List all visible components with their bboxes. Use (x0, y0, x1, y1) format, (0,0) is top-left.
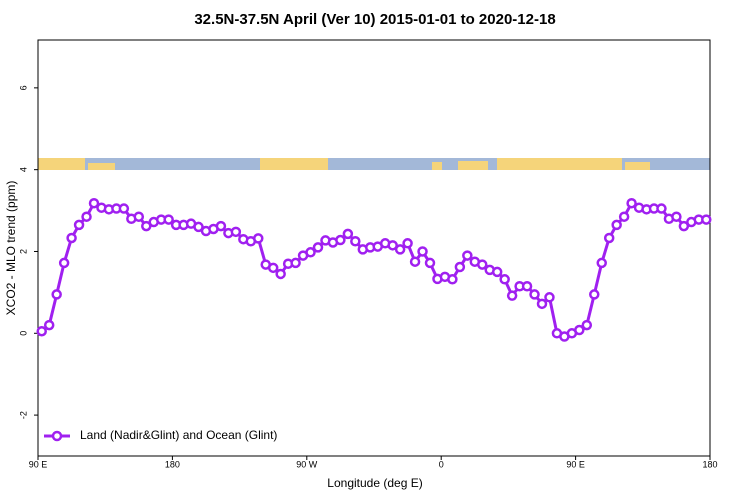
plot-frame (37, 39, 711, 457)
data-point (477, 259, 488, 270)
y-tick-label: -2 (18, 411, 28, 419)
data-point (462, 250, 473, 261)
data-point (671, 211, 682, 222)
data-point (312, 242, 324, 253)
data-point (66, 232, 77, 244)
data-point (574, 324, 585, 336)
data-point (491, 266, 503, 278)
data-point (387, 240, 398, 251)
x-axis-label: Longitude (deg E) (327, 476, 422, 490)
data-point (193, 221, 204, 233)
data-point (454, 261, 466, 273)
y-tick-label: 6 (18, 85, 28, 90)
legend-marker (51, 430, 63, 442)
data-point (447, 274, 458, 285)
data-point (36, 325, 47, 337)
data-point (529, 289, 540, 300)
land-ocean-strip (38, 158, 710, 170)
data-point (603, 232, 615, 244)
x-tick-label: 180 (165, 459, 180, 469)
data-point (267, 262, 279, 274)
data-point (141, 220, 152, 232)
data-point (409, 256, 421, 267)
data-point (581, 319, 593, 331)
data-point (58, 257, 70, 269)
x-tick-label: 0 (439, 459, 444, 469)
y-axis-label: XCO2 - MLO trend (ppm) (4, 181, 18, 316)
data-point (499, 274, 510, 285)
x-tick-label: 90 E (29, 459, 48, 469)
data-point (230, 226, 242, 238)
x-tick-label: 90 E (566, 459, 585, 469)
data-point (402, 238, 413, 249)
data-point (163, 214, 174, 225)
data-point (253, 233, 264, 244)
x-tick-label: 180 (702, 459, 717, 469)
x-tick-label: 90 W (296, 459, 318, 469)
data-point (701, 214, 712, 225)
y-tick-label: 2 (18, 249, 28, 254)
data-point (335, 234, 346, 246)
series-line (40, 201, 707, 339)
data-point (350, 236, 361, 247)
chart-title: 32.5N-37.5N April (Ver 10) 2015-01-01 to… (194, 11, 555, 28)
y-tick-label: 0 (18, 331, 28, 336)
data-point (626, 197, 637, 209)
data-point (678, 220, 690, 232)
data-point (342, 228, 354, 240)
data-point (544, 292, 555, 303)
y-tick-label: 4 (18, 167, 28, 172)
data-point (305, 247, 316, 258)
data-point (656, 203, 667, 214)
data-point (118, 203, 130, 214)
data-point (424, 257, 436, 269)
data-point (215, 220, 227, 232)
data-point (275, 268, 286, 280)
data-point (506, 290, 518, 301)
data-point (88, 197, 100, 209)
data-point (596, 257, 607, 269)
data-point (589, 289, 600, 300)
data-point (51, 289, 62, 300)
data-point (394, 244, 406, 255)
data-point (536, 298, 548, 310)
data-point (521, 280, 533, 292)
data-point (417, 246, 428, 257)
data-point (133, 211, 145, 222)
data-point (43, 319, 55, 331)
data-point (611, 219, 622, 231)
legend-label: Land (Nadir&Glint) and Ocean (Glint) (80, 428, 277, 442)
data-point (73, 219, 85, 231)
data-point (618, 211, 630, 222)
data-point (290, 257, 301, 269)
data-point (81, 211, 92, 222)
